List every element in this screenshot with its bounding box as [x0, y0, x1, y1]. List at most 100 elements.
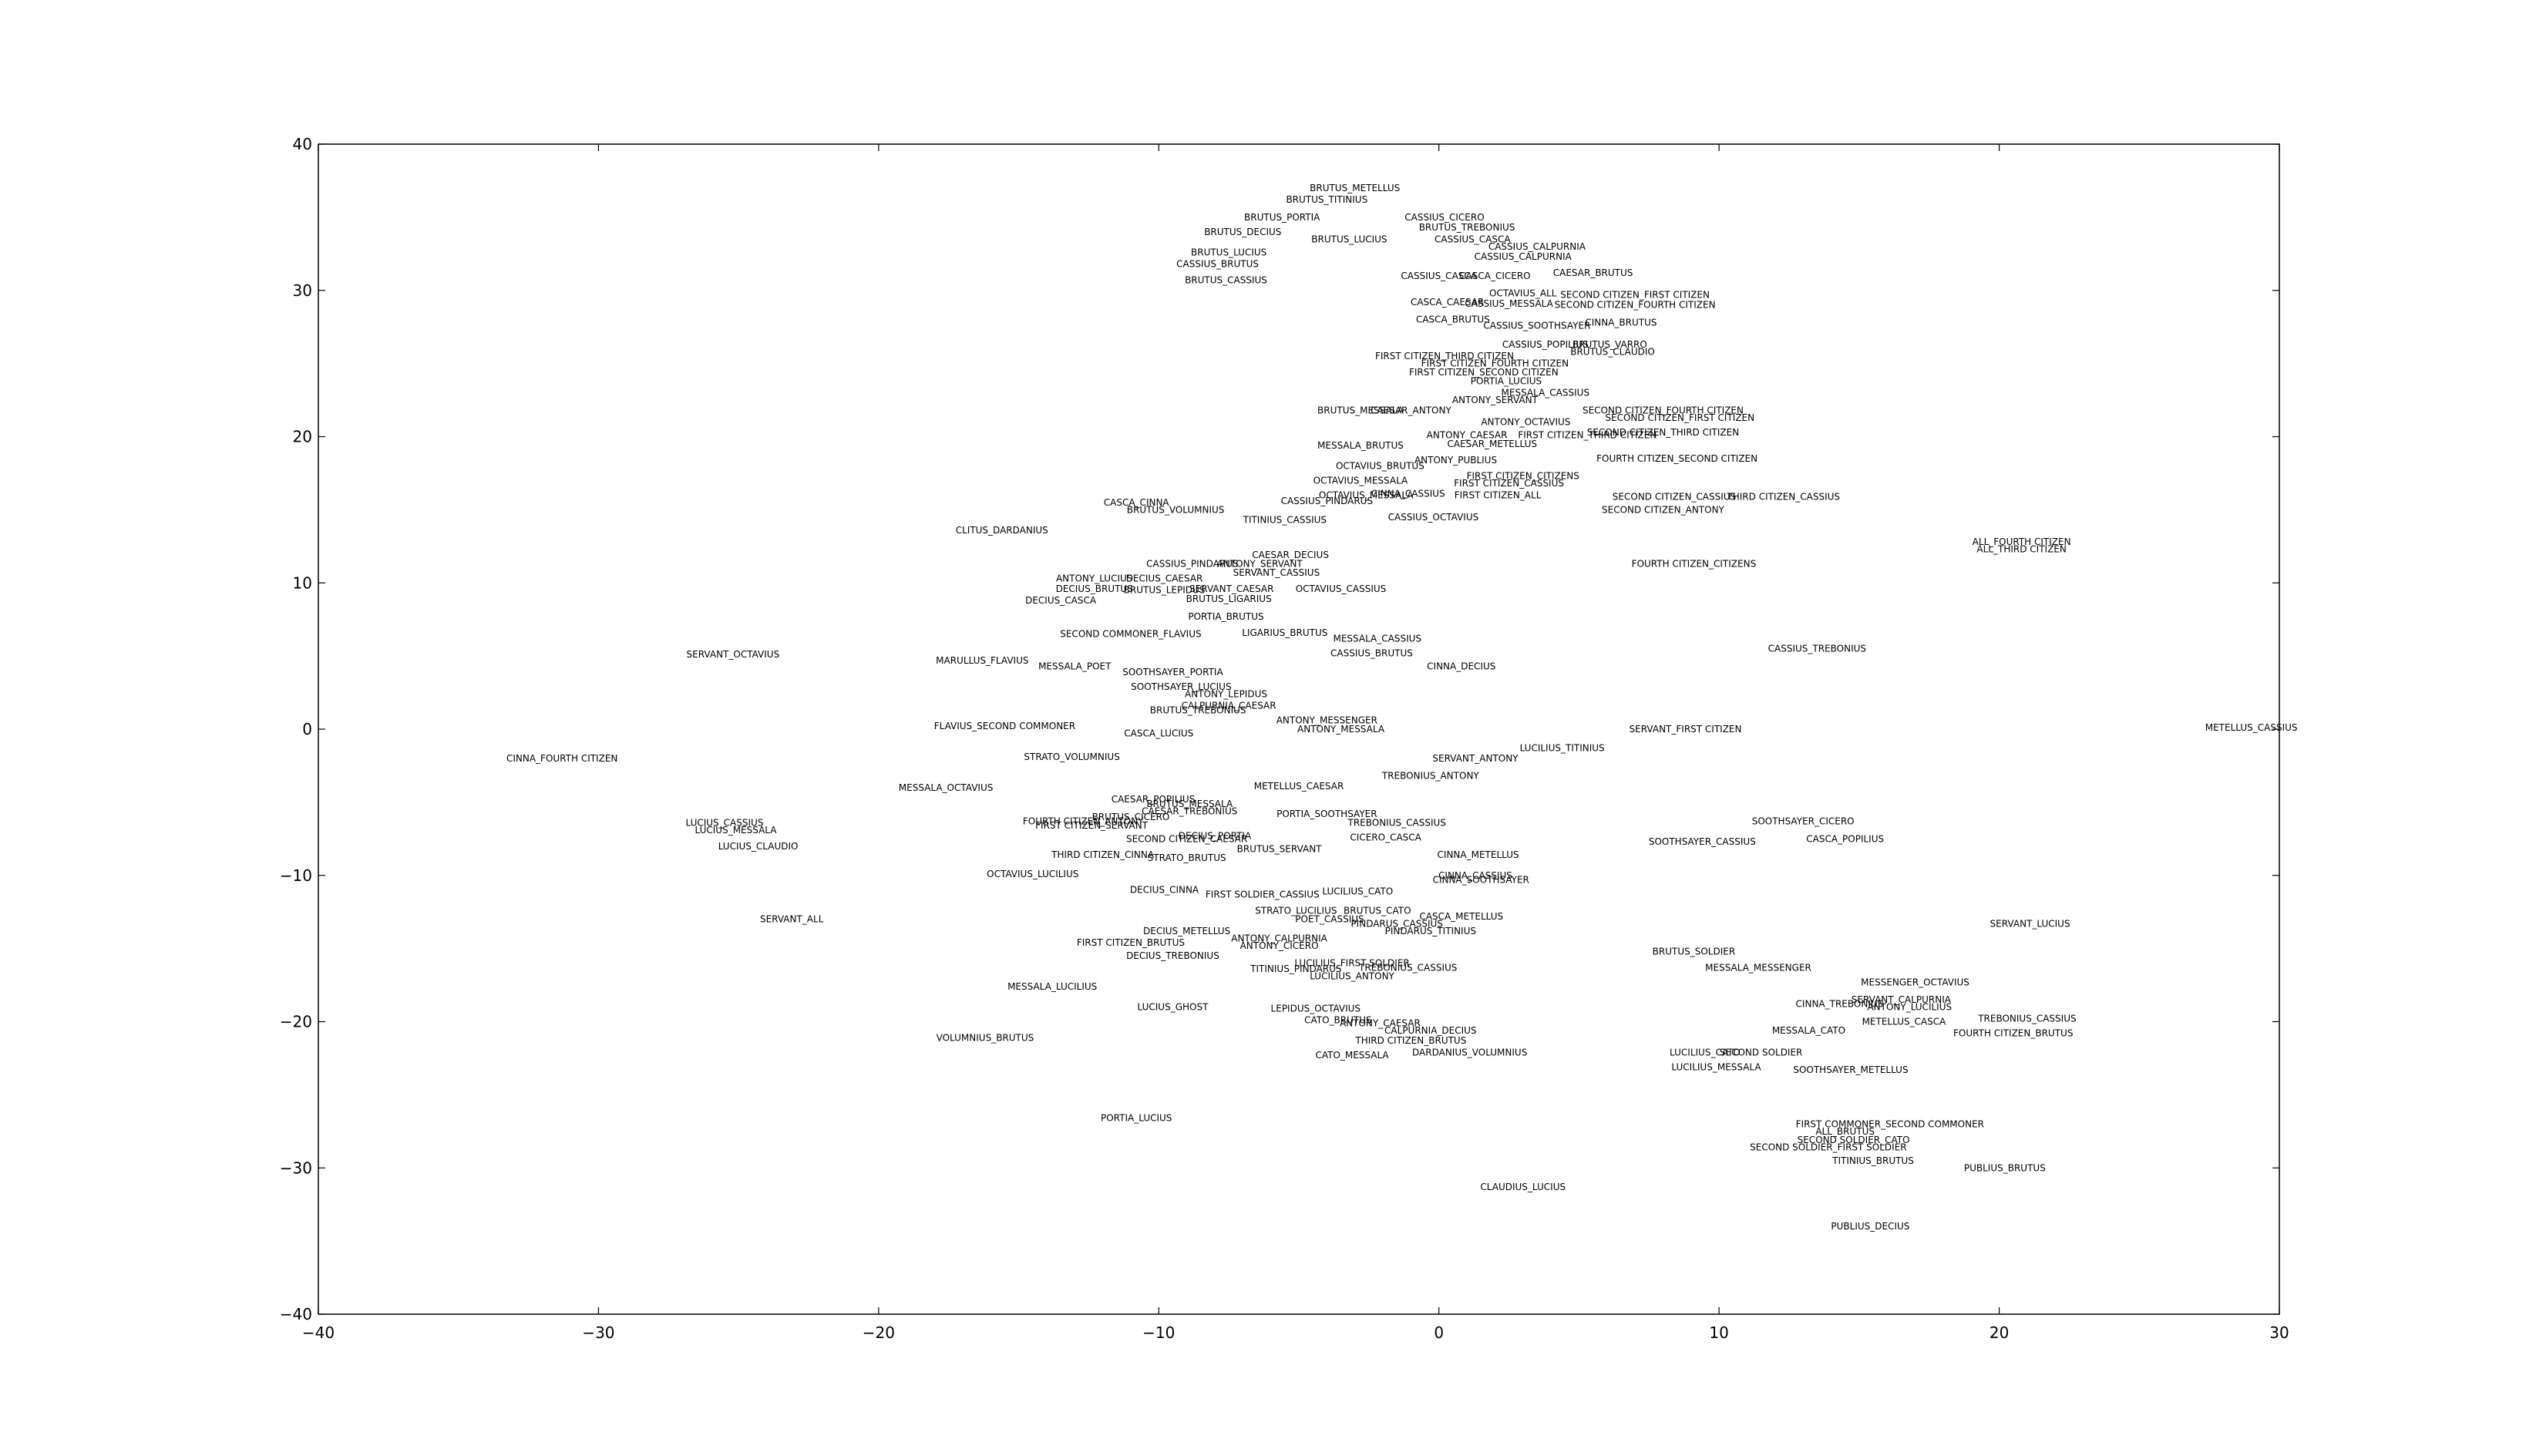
point-label: SECOND CITIZEN_FIRST CITIZEN [1560, 289, 1710, 300]
point-label: FOURTH CITIZEN_CITIZENS [1632, 559, 1757, 570]
point-label: TREBONIUS_CASSIUS [1358, 962, 1457, 973]
point-label: FIRST COMMONER_SECOND COMMONER [1796, 1118, 1984, 1129]
x-tick-label: 0 [1434, 1323, 1444, 1342]
point-label: FOURTH CITIZEN_SECOND CITIZEN [1596, 453, 1757, 464]
point-label: CAESAR_BRUTUS [1553, 267, 1633, 278]
point-label: TITINIUS_PINDARUS [1250, 963, 1341, 974]
point-label: CICERO_CASCA [1350, 832, 1421, 842]
point-label: LUCILIUS_ANTONY [1310, 971, 1394, 982]
point-label: LUCILIUS_TITINIUS [1520, 743, 1605, 754]
point-label: VOLUMNIUS_BRUTUS [937, 1032, 1034, 1043]
point-label: LUCIUS_CLAUDIO [718, 841, 799, 852]
point-label: OCTAVIUS_ALL [1489, 288, 1557, 299]
point-label: SECOND CITIZEN_CASSIUS [1613, 491, 1736, 502]
point-label: CATO_BRUTUS [1304, 1015, 1372, 1026]
point-label: SOOTHSAYER_PORTIA [1122, 667, 1223, 678]
point-label: CAESAR_METELLUS [1447, 439, 1537, 449]
point-label: SECOND SOLDIER [1720, 1047, 1803, 1058]
point-label: MESSALA_CATO [1772, 1025, 1845, 1036]
point-label: CASSIUS_BRUTUS [1330, 647, 1413, 658]
point-label: ANTONY_CALPURNIA [1231, 933, 1327, 943]
point-label: MARULLUS_FLAVIUS [936, 655, 1028, 666]
point-label: PUBLIUS_DECIUS [1831, 1221, 1909, 1232]
point-label: SERVANT_CAESAR [1189, 583, 1273, 594]
point-label: BRUTUS_CICERO [1092, 812, 1170, 822]
point-label: CINNA_FOURTH CITIZEN [506, 753, 617, 764]
point-label: CASSIUS_PINDARUS [1146, 559, 1239, 570]
point-label: PINDARUS_CASSIUS [1350, 918, 1443, 929]
point-label: CAESAR_TREBONIUS [1142, 805, 1237, 816]
point-label: ANTONY_MESSENGER [1276, 715, 1377, 726]
point-label: LUCIUS_CASSIUS [685, 817, 763, 828]
point-label: CASSIUS_CICERO [1404, 212, 1484, 223]
x-tick-label: 10 [1709, 1323, 1728, 1342]
point-label: MESSALA_POET [1038, 661, 1112, 671]
point-label: LEPIDUS_OCTAVIUS [1271, 1003, 1361, 1014]
point-label: SERVANT_ANTONY [1432, 753, 1519, 764]
point-label: FIRST CITIZEN_ALL [1455, 489, 1542, 500]
point-label: ANTONY_LEPIDUS [1185, 688, 1267, 699]
point-label: MESSALA_LUCILIUS [1007, 981, 1097, 992]
point-label: CALPURNIA_DECIUS [1384, 1025, 1477, 1036]
point-label: ANTONY_SERVANT [1452, 395, 1539, 405]
point-label: TREBONIUS_ANTONY [1381, 771, 1480, 782]
x-axis: −40 −30 −20 −10 0 10 20 30 [302, 144, 2289, 1342]
point-label: FOURTH CITIZEN_ANTONY [1023, 816, 1144, 827]
point-label: SOOTHSAYER_METELLUS [1793, 1064, 1908, 1075]
y-tick-label: −40 [280, 1305, 312, 1323]
point-label: BRUTUS_TREBONIUS [1150, 704, 1246, 715]
point-label: SERVANT_FIRST CITIZEN [1630, 724, 1742, 735]
point-label: PORTIA_LUCIUS [1471, 375, 1542, 386]
point-label: DECIUS_PORTIA [1179, 831, 1252, 842]
point-label: CASSIUS_POPILIUS [1502, 339, 1589, 350]
point-label: LUCILIUS_CATO [1322, 886, 1393, 897]
point-label: SECOND CITIZEN_ANTONY [1602, 504, 1725, 515]
y-axis: −40 −30 −20 −10 0 10 20 30 40 [280, 135, 2279, 1323]
point-label: PORTIA_SOOTHSAYER [1276, 809, 1377, 819]
y-tick-label: 0 [302, 720, 312, 738]
point-label: FIRST CITIZEN_THIRD CITIZEN [1375, 351, 1514, 361]
point-label: ANTONY_PUBLIUS [1414, 455, 1497, 466]
point-label: CASSIUS_CALPURNIA [1475, 251, 1572, 262]
point-label: ANTONY_CAESAR [1427, 430, 1508, 441]
point-label: OCTAVIUS_CASSIUS [1296, 583, 1387, 594]
point-label: POET_CASSIUS [1295, 914, 1364, 925]
point-label: METELLUS_CASSIUS [2205, 722, 2298, 733]
x-tick-label: −10 [1142, 1323, 1175, 1342]
point-label: BRUTUS_MESSALA [1317, 405, 1404, 415]
point-label: CASCA_CAESAR [1411, 297, 1484, 308]
point-label: SOOTHSAYER_CASSIUS [1649, 836, 1756, 847]
x-tick-label: 30 [2269, 1323, 2289, 1342]
point-label: SECOND CITIZEN_THIRD CITIZEN [1587, 427, 1739, 438]
point-label: MESSALA_CASSIUS [1333, 633, 1421, 644]
point-label: STRATO_VOLUMNIUS [1024, 752, 1119, 762]
point-label: SOOTHSAYER_LUCIUS [1131, 681, 1231, 692]
y-tick-label: 30 [293, 281, 312, 300]
point-label: DECIUS_CAESAR [1126, 573, 1203, 584]
point-label: SERVANT_OCTAVIUS [687, 649, 780, 660]
point-label: CASSIUS_MESSALA [1465, 298, 1553, 309]
point-label: PINDARUS_TITINIUS [1385, 926, 1476, 936]
point-label: CATO_MESSALA [1315, 1050, 1389, 1061]
point-label: DARDANIUS_VOLUMNIUS [1412, 1047, 1527, 1058]
point-label: FIRST CITIZEN_FOURTH CITIZEN [1421, 358, 1569, 369]
point-label: CASCA_CICERO [1459, 271, 1530, 281]
point-label: DECIUS_METELLUS [1143, 926, 1230, 936]
point-label: CINNA_CASSIUS [1438, 870, 1512, 881]
point-label: TITINIUS_BRUTUS [1831, 1155, 1914, 1166]
point-label: MESSALA_BRUTUS [1317, 440, 1404, 451]
point-label: CINNA_CASSIUS [1371, 489, 1445, 499]
point-label: LUCIUS_MESSALA [695, 825, 778, 836]
point-label: OCTAVIUS_LUCILIUS [987, 869, 1078, 879]
point-label: LUCIUS_GHOST [1138, 1002, 1209, 1013]
point-label: OCTAVIUS_BRUTUS [1336, 460, 1424, 471]
point-label: SERVANT_CASSIUS [1233, 567, 1320, 578]
point-label: CASSIUS_SOOTHSAYER [1483, 320, 1590, 331]
point-label: CASSIUS_CASCA [1435, 234, 1511, 244]
point-label: BRUTUS_METELLUS [1310, 183, 1400, 193]
point-label: SECOND CITIZEN_FOURTH CITIZEN [1555, 300, 1716, 311]
point-label: CASCA_METELLUS [1419, 911, 1503, 922]
point-label: THIRD CITIZEN_BRUTUS [1354, 1035, 1466, 1046]
